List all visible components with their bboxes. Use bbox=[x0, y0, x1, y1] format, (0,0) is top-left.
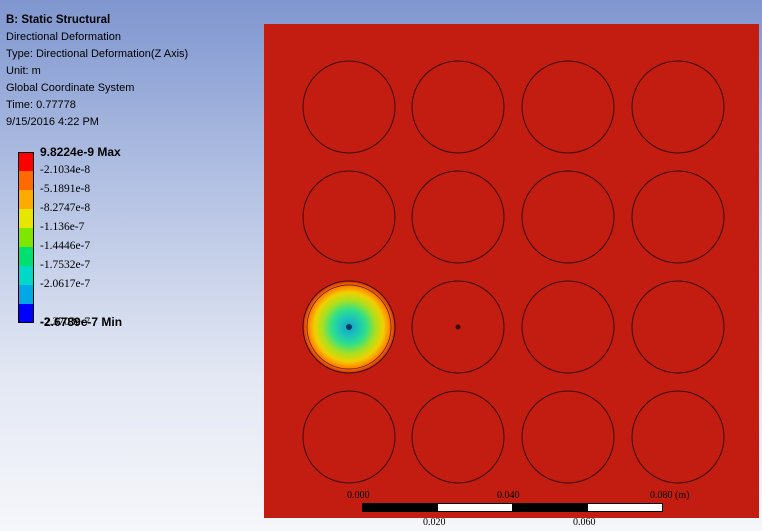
legend-swatch bbox=[18, 209, 34, 228]
hole-outline bbox=[521, 280, 615, 374]
hole-outline bbox=[631, 170, 725, 264]
scale-segment-1 bbox=[362, 503, 438, 512]
model-plate bbox=[302, 60, 725, 484]
hole-outline bbox=[631, 390, 725, 484]
deformed-hole-ring bbox=[306, 284, 392, 370]
hole-outline bbox=[521, 60, 615, 154]
legend-min-label: -2.6789e-7 Min bbox=[40, 315, 123, 329]
scale-label-060: 0.060 bbox=[573, 517, 596, 528]
legend-swatch bbox=[18, 171, 34, 190]
scale-label-020: 0.020 bbox=[423, 517, 446, 528]
legend-swatch bbox=[18, 228, 34, 247]
legend-swatch bbox=[18, 247, 34, 266]
hole-outline bbox=[521, 170, 615, 264]
scale-segment-4 bbox=[587, 503, 663, 512]
legend-swatch bbox=[18, 152, 34, 171]
hole-outline bbox=[631, 60, 725, 154]
hole-outline bbox=[631, 280, 725, 374]
legend-max-label: 9.8224e-9 Max bbox=[40, 145, 121, 159]
legend-label: -2.3703e-7 bbox=[40, 316, 91, 328]
hole-outline bbox=[411, 60, 505, 154]
legend-label: -2.1034e-8 bbox=[40, 164, 91, 176]
legend-label: -5.1891e-8 bbox=[40, 183, 91, 195]
result-name: Directional Deformation bbox=[6, 31, 121, 43]
result-date: 9/15/2016 4:22 PM bbox=[6, 116, 99, 128]
hole-outline bbox=[411, 280, 505, 374]
scale-segment-3 bbox=[512, 503, 588, 512]
scale-segment-2 bbox=[437, 503, 513, 512]
legend-swatch bbox=[18, 304, 34, 323]
scale-label-040: 0.040 bbox=[497, 490, 520, 501]
hole-outline bbox=[302, 390, 396, 484]
coordinate-system: Global Coordinate System bbox=[6, 82, 135, 94]
probe-point bbox=[346, 324, 352, 330]
scale-label-0: 0.000 bbox=[347, 490, 370, 501]
legend-label: -1.7532e-7 bbox=[40, 259, 91, 271]
result-type: Type: Directional Deformation(Z Axis) bbox=[6, 48, 189, 60]
scale-label-080: 0.080 (m) bbox=[650, 490, 690, 501]
legend-swatch bbox=[18, 266, 34, 285]
legend-label: -1.4446e-7 bbox=[40, 240, 91, 252]
legend-label: -2.0617e-7 bbox=[40, 278, 91, 290]
hole-outline bbox=[411, 170, 505, 264]
hole-outline bbox=[302, 170, 396, 264]
hole-outline bbox=[411, 390, 505, 484]
center-point bbox=[455, 324, 461, 330]
graphics-viewport[interactable] bbox=[264, 24, 759, 518]
result-info-panel: B: Static Structural Directional Deforma… bbox=[6, 12, 188, 131]
result-unit: Unit: m bbox=[6, 65, 41, 77]
legend-label: -1.136e-7 bbox=[40, 221, 85, 233]
hole-outline bbox=[521, 390, 615, 484]
hole-outline bbox=[302, 60, 396, 154]
legend-swatch bbox=[18, 190, 34, 209]
legend-label: -8.2747e-8 bbox=[40, 202, 91, 214]
result-time: Time: 0.77778 bbox=[6, 99, 76, 111]
legend-swatch bbox=[18, 285, 34, 304]
analysis-title: B: Static Structural bbox=[6, 14, 111, 26]
